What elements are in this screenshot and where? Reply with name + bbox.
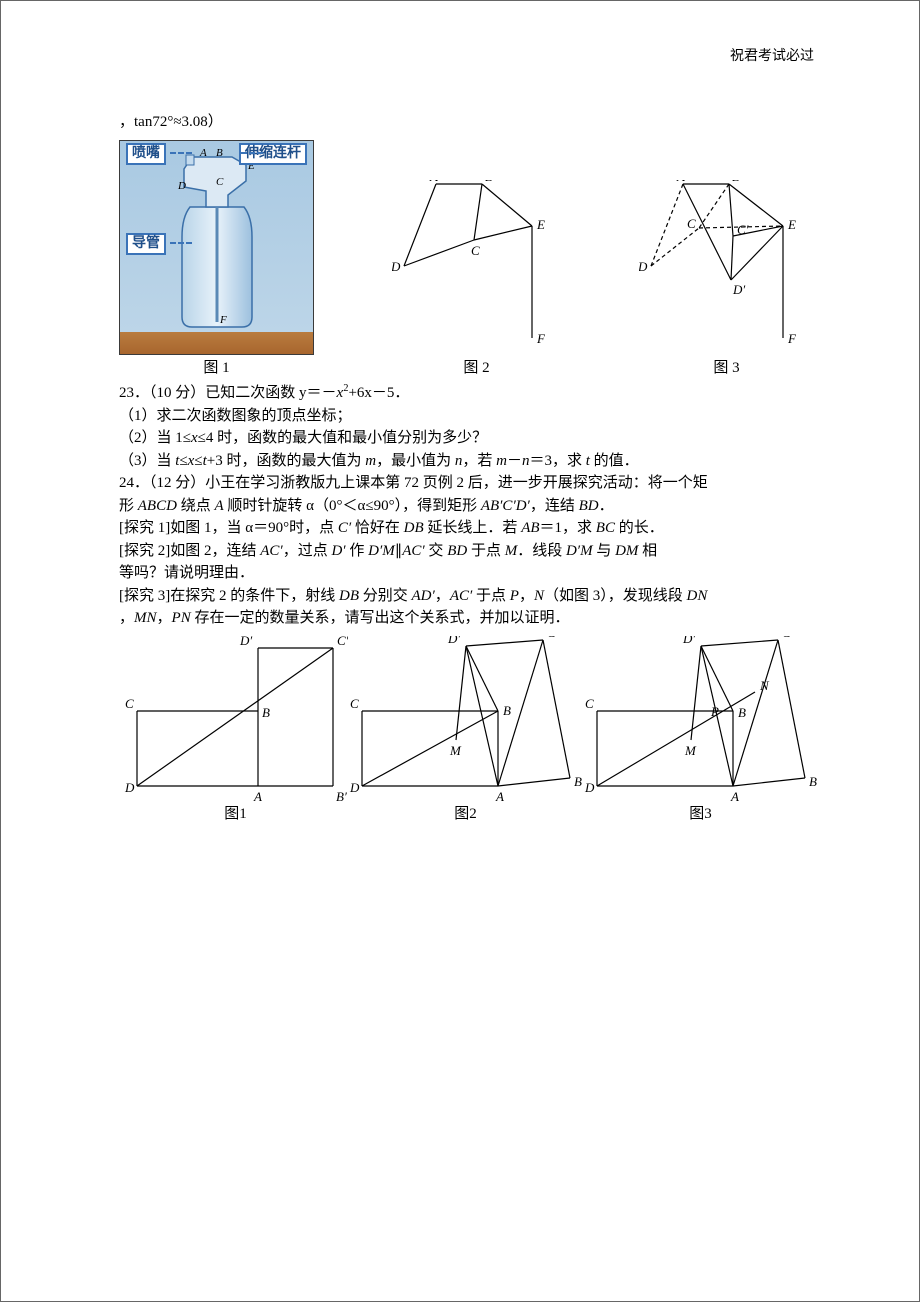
svg-text:M: M: [684, 743, 697, 758]
svg-text:C: C: [585, 696, 594, 711]
fig2-caption: 图 2: [463, 357, 489, 380]
svg-text:M: M: [449, 743, 462, 758]
figure-set-1: 喷嘴 伸缩连杆 导管: [119, 140, 814, 380]
svg-text:F: F: [219, 314, 227, 326]
figure-set-2: D A B′ C B D′ C′ 图1 D A B′ C B D′ C′ M 图2 D A B′ C B D′ C′ M…: [119, 636, 814, 826]
page: 祝君考试必过 ，tan72°≈3.08） 喷嘴 伸缩连杆 导管: [0, 0, 920, 1302]
dash-rod: [241, 152, 263, 154]
svg-text:D: D: [392, 259, 401, 274]
svg-text:A: A: [730, 789, 739, 801]
q23-p2: （2）当 1≤x≤4 时，函数的最大值和最小值分别为多少？: [119, 427, 814, 450]
svg-text:D′: D′: [732, 282, 745, 297]
svg-text:C: C: [125, 696, 134, 711]
svg-text:F: F: [536, 331, 546, 346]
svg-text:B: B: [216, 147, 223, 159]
svg-text:C′: C′: [337, 636, 348, 648]
svg-text:N: N: [759, 678, 770, 693]
svg-text:D′: D′: [239, 636, 252, 648]
page-header: 祝君考试必过: [730, 46, 814, 67]
fig3-svg: A B E C C′ D D′ F: [639, 180, 814, 355]
q24-e3: [探究 3]在探究 2 的条件下，射线 DB 分别交 AD′，AC′ 于点 P，…: [119, 585, 814, 608]
q24-e2: [探究 2]如图 2，连结 AC′，过点 D′ 作 D′M∥AC′ 交 BD 于…: [119, 540, 814, 563]
svg-text:C′: C′: [547, 636, 559, 640]
fs2-fig2-svg: D A B′ C B D′ C′ M: [348, 636, 583, 801]
q23-p1: （1）求二次函数图象的顶点坐标；: [119, 405, 814, 428]
fig3-caption: 图 3: [713, 357, 739, 380]
svg-text:B′: B′: [574, 774, 583, 789]
svg-text:D: D: [124, 780, 135, 795]
svg-text:C: C: [687, 216, 696, 231]
svg-text:E: E: [787, 217, 796, 232]
q24-head: 24．（12 分）小王在学习浙教版九上课本第 72 页例 2 后，进一步开展探究…: [119, 472, 814, 495]
svg-text:E: E: [536, 217, 545, 232]
fig2-svg: A B E C D F: [392, 180, 562, 355]
q23-head: 23．（10 分）已知二次函数 y＝－x2+6x－5．: [119, 381, 814, 405]
svg-text:B′: B′: [336, 789, 347, 801]
fig3-col: A B E C C′ D D′ F 图 3: [639, 180, 814, 380]
label-duct: 导管: [126, 233, 166, 255]
svg-text:F: F: [787, 331, 797, 346]
q24-e3-tail: ，MN，PN 存在一定的数量关系，请写出这个关系式，并加以证明．: [119, 607, 814, 630]
svg-text:D: D: [349, 780, 360, 795]
q24-l1: 形 ABCD 绕点 A 顺时针旋转 α（0°＜α≤90°），得到矩形 AB′C′…: [119, 495, 814, 518]
content: ，tan72°≈3.08） 喷嘴 伸缩连杆 导管: [119, 111, 814, 825]
dash-nozzle: [170, 152, 192, 154]
fs2-cap2: 图2: [454, 803, 477, 826]
fs2-fig1-svg: D A B′ C B D′ C′: [123, 636, 348, 801]
label-rod: 伸缩连杆: [239, 143, 307, 165]
svg-text:B: B: [738, 705, 746, 720]
bottle-ground-band: [120, 332, 313, 354]
fs2-col3: D A B′ C B D′ C′ M P N 图3: [583, 636, 818, 826]
fs2-col2: D A B′ C B D′ C′ M 图2: [348, 636, 583, 826]
q23-p3: （3）当 t≤x≤t+3 时，函数的最大值为 m，最小值为 n，若 m－n＝3，…: [119, 450, 814, 473]
fs2-cap3: 图3: [689, 803, 712, 826]
svg-text:B′: B′: [809, 774, 818, 789]
svg-text:B: B: [262, 705, 270, 720]
svg-text:C′: C′: [782, 636, 794, 640]
q24-e1: [探究 1]如图 1，当 α＝90°时，点 C′ 恰好在 DB 延长线上．若 A…: [119, 517, 814, 540]
svg-text:D′: D′: [447, 636, 460, 646]
fig1-col: 喷嘴 伸缩连杆 导管: [119, 140, 314, 380]
label-nozzle: 喷嘴: [126, 143, 166, 165]
svg-text:B: B: [732, 180, 740, 184]
dash-duct: [170, 242, 192, 244]
svg-text:C: C: [350, 696, 359, 711]
svg-text:A: A: [429, 180, 438, 184]
svg-text:A: A: [199, 147, 207, 159]
fs2-col1: D A B′ C B D′ C′ 图1: [123, 636, 348, 826]
svg-text:A: A: [495, 789, 504, 801]
svg-text:P: P: [710, 704, 719, 719]
svg-text:C′: C′: [737, 222, 749, 237]
spray-bottle-icon: A B E C D F: [162, 147, 272, 332]
svg-text:D: D: [639, 259, 648, 274]
svg-text:D: D: [584, 780, 595, 795]
svg-text:D′: D′: [682, 636, 695, 646]
svg-text:C: C: [471, 243, 480, 258]
svg-text:A: A: [253, 789, 262, 801]
q24-e2-tail: 等吗？请说明理由．: [119, 562, 814, 585]
svg-text:D: D: [177, 180, 186, 192]
fig1-caption: 图 1: [203, 357, 229, 380]
svg-text:B: B: [503, 703, 511, 718]
fs2-fig3-svg: D A B′ C B D′ C′ M P N: [583, 636, 818, 801]
svg-text:B: B: [485, 180, 493, 184]
top-fragment: ，tan72°≈3.08）: [119, 111, 814, 134]
svg-text:C: C: [216, 176, 224, 188]
svg-text:A: A: [676, 180, 685, 184]
fs2-cap1: 图1: [224, 803, 247, 826]
fig2-col: A B E C D F 图 2: [392, 180, 562, 380]
spray-bottle-panel: 喷嘴 伸缩连杆 导管: [119, 140, 314, 355]
